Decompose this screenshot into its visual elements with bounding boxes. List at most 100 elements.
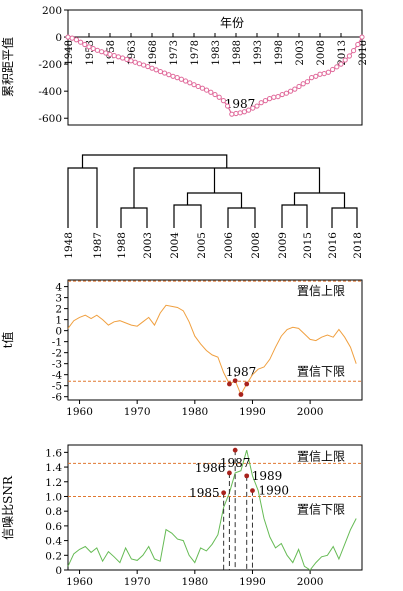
x-tick-label: 1980 (181, 576, 208, 588)
x-tick-label: 2000 (297, 406, 324, 418)
t-statistic-frame (67, 279, 363, 401)
leaf-label: 2004 (169, 232, 181, 259)
data-point (82, 41, 88, 48)
y-tick-label: -400 (38, 86, 62, 98)
data-point (162, 70, 168, 76)
x-tick-label: 1980 (181, 406, 208, 418)
data-point (241, 109, 247, 115)
threshold-label: 置信下限 (297, 502, 345, 516)
data-point (304, 79, 310, 85)
annotation-point (232, 447, 238, 453)
x-tick-label: 2000 (297, 576, 324, 588)
x-tick-label: 1970 (124, 406, 151, 418)
cumulative-anomaly-ylabel: 累积距平值 (0, 37, 15, 97)
data-point (267, 96, 273, 102)
y-tick-label: -6 (52, 392, 63, 404)
data-point (351, 47, 357, 54)
y-tick-label: 0.6 (45, 521, 62, 533)
annotation-label: 1990 (258, 484, 289, 498)
data-point (271, 94, 277, 100)
dendrogram-branches (67, 154, 358, 228)
y-tick-label: 4 (55, 282, 62, 294)
data-point (183, 78, 189, 84)
data-point (346, 53, 352, 59)
data-point (342, 57, 348, 63)
data-point (258, 100, 264, 106)
dendrogram-link (331, 207, 358, 228)
cumulative-anomaly-xlabel: 年份 (220, 16, 244, 30)
dendrogram-link (227, 207, 256, 228)
y-tick-label: 3 (55, 293, 62, 305)
annotation-point (227, 470, 232, 476)
y-tick-label: 0 (55, 326, 62, 338)
leaf-label: 2018 (352, 232, 364, 259)
data-point (166, 72, 172, 78)
data-point (300, 81, 306, 87)
data-point (103, 50, 109, 56)
data-point (225, 103, 231, 109)
y-tick-label: 0.8 (45, 506, 62, 518)
x-tick-label: 1960 (66, 576, 93, 588)
y-tick-label: 0 (55, 565, 62, 577)
highlight-point (238, 392, 244, 397)
x-tick-label: 1993 (253, 40, 264, 65)
y-tick-label: 200 (42, 5, 62, 17)
dendrogram-link (293, 192, 346, 208)
data-point (250, 105, 256, 111)
data-point (321, 70, 327, 77)
threshold-label: 置信上限 (297, 284, 345, 298)
data-point (212, 91, 218, 98)
threshold-label: 置信上限 (297, 449, 345, 463)
data-point (275, 93, 281, 100)
y-tick-label: 2 (55, 304, 62, 316)
x-tick-label: 2013 (337, 40, 348, 65)
data-point (216, 94, 222, 100)
data-point (141, 62, 147, 68)
data-point (325, 69, 331, 75)
dendrogram-link (281, 204, 308, 228)
x-tick-label: 2008 (316, 40, 327, 65)
y-tick-label: -600 (38, 113, 62, 125)
annotation-label: 1985 (189, 486, 220, 500)
cumulative-anomaly-frame (67, 9, 363, 126)
x-tick-label: 1970 (124, 576, 151, 588)
leaf-label: 2016 (327, 232, 339, 259)
data-point (132, 59, 138, 65)
data-point (296, 83, 302, 90)
data-point (355, 41, 361, 48)
series-line (67, 304, 357, 396)
data-point (145, 63, 151, 70)
data-point (204, 87, 210, 93)
x-tick-label: 1978 (190, 40, 201, 65)
y-tick-label: -5 (52, 381, 62, 393)
data-point (195, 83, 201, 90)
data-point (313, 73, 319, 79)
data-point (94, 47, 101, 53)
data-point (254, 103, 260, 109)
dendrogram-link (133, 167, 321, 208)
data-point (73, 37, 80, 43)
data-point (153, 67, 159, 73)
y-tick-label: 1 (55, 315, 62, 327)
data-point (330, 66, 336, 73)
y-tick-label: 1.0 (45, 491, 62, 503)
data-point (128, 58, 134, 64)
leaf-label: 2015 (302, 232, 314, 259)
data-point (283, 90, 289, 96)
data-point (229, 111, 235, 117)
threshold-label: 置信下限 (297, 364, 345, 378)
leaf-label: 1988 (116, 232, 128, 259)
data-point (279, 91, 285, 98)
highlight-point (227, 381, 232, 387)
x-tick-label: 1960 (66, 406, 93, 418)
cumulative-anomaly-chart: 累积距平值 年份 1987 200 0 -200 -400 -600 1948 1953 1… (0, 5, 369, 126)
t-statistic-ylabel: t值 (0, 332, 15, 349)
data-point (149, 65, 155, 71)
y-tick-label: 1.2 (45, 477, 62, 489)
data-point (69, 35, 75, 41)
data-point (136, 61, 142, 67)
data-point (199, 85, 205, 91)
x-tick-label: 1998 (274, 40, 285, 65)
